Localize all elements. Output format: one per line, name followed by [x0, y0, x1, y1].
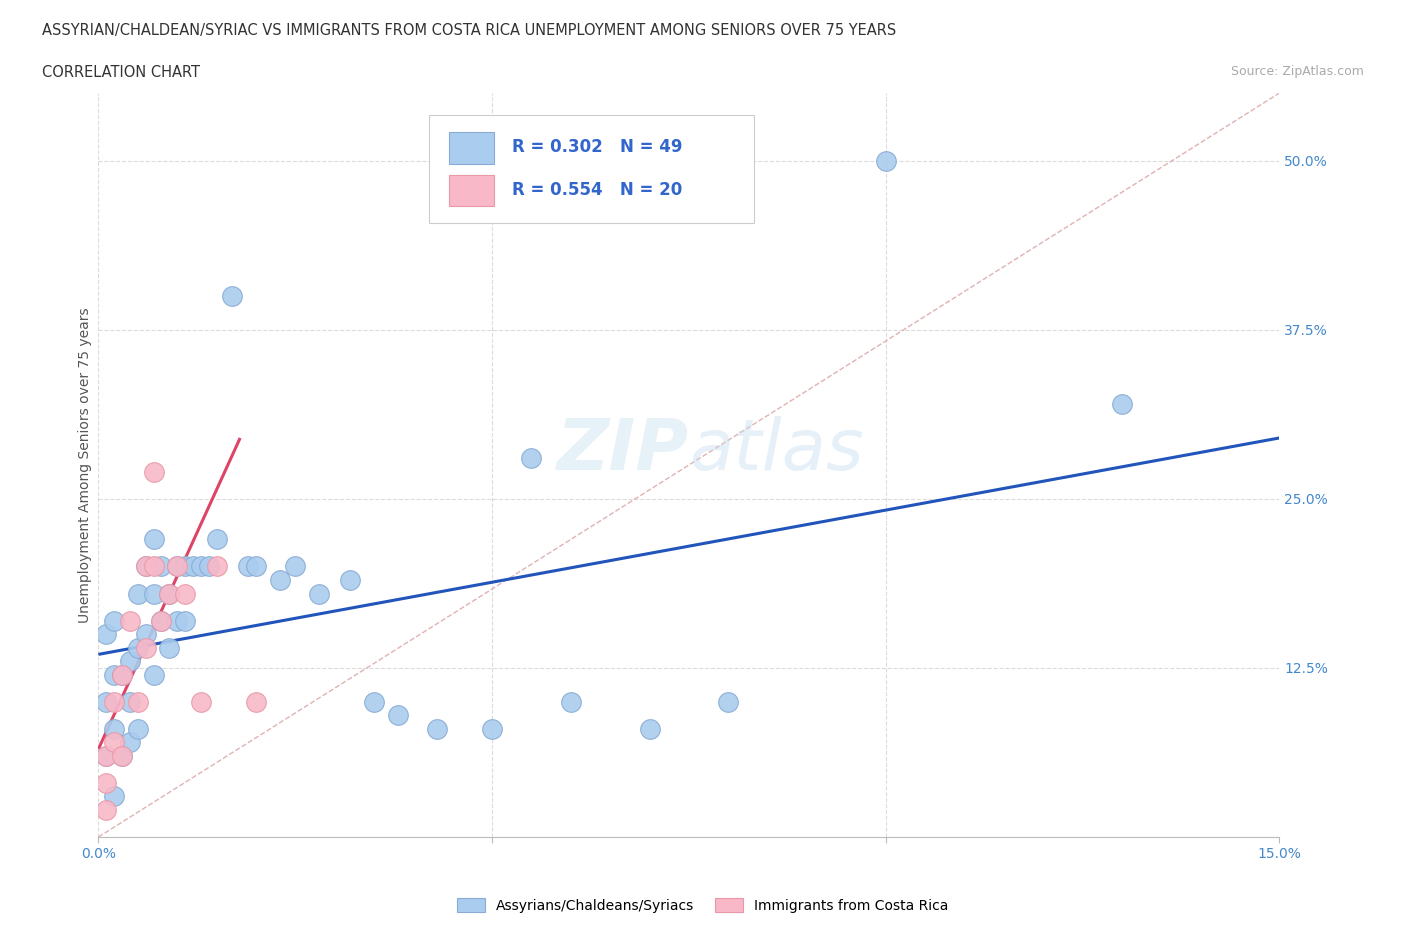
Point [135, 559, 157, 574]
Point [96, 749, 118, 764]
Point [157, 640, 180, 655]
Text: ASSYRIAN/CHALDEAN/SYRIAC VS IMMIGRANTS FROM COSTA RICA UNEMPLOYMENT AMONG SENIOR: ASSYRIAN/CHALDEAN/SYRIAC VS IMMIGRANTS F… [42, 23, 897, 38]
Y-axis label: Unemployment Among Seniors over 75 years: Unemployment Among Seniors over 75 years [77, 307, 91, 623]
Point [150, 613, 173, 628]
Point [118, 695, 141, 710]
FancyBboxPatch shape [429, 115, 754, 223]
Point [875, 153, 897, 168]
Point [1111, 397, 1133, 412]
Point [142, 464, 165, 479]
Point [103, 722, 125, 737]
Point [127, 695, 149, 710]
Point [103, 789, 125, 804]
Point [190, 559, 212, 574]
Point [118, 613, 141, 628]
Legend: Assyrians/Chaldeans/Syriacs, Immigrants from Costa Rica: Assyrians/Chaldeans/Syriacs, Immigrants … [451, 893, 955, 919]
Point [118, 654, 141, 669]
Point [118, 735, 141, 750]
Point [190, 695, 212, 710]
Point [127, 586, 149, 601]
Text: R = 0.302   N = 49: R = 0.302 N = 49 [512, 139, 682, 156]
Point [111, 667, 134, 682]
Point [142, 532, 165, 547]
Point [127, 722, 149, 737]
Point [103, 735, 125, 750]
Point [245, 695, 267, 710]
Point [150, 613, 173, 628]
Point [481, 722, 503, 737]
Point [174, 559, 197, 574]
FancyBboxPatch shape [449, 175, 494, 206]
Point [135, 627, 157, 642]
Point [387, 708, 409, 723]
Point [135, 640, 157, 655]
Point [717, 695, 740, 710]
Point [560, 695, 582, 710]
Point [142, 586, 165, 601]
Point [96, 776, 118, 790]
Point [339, 573, 361, 588]
Point [103, 613, 125, 628]
Point [363, 695, 385, 710]
Text: R = 0.554   N = 20: R = 0.554 N = 20 [512, 180, 682, 199]
Point [197, 559, 219, 574]
Point [166, 559, 188, 574]
Point [520, 451, 543, 466]
Point [308, 586, 330, 601]
Point [111, 749, 134, 764]
Point [96, 749, 118, 764]
FancyBboxPatch shape [449, 132, 494, 164]
Point [166, 613, 188, 628]
Point [142, 667, 165, 682]
Point [221, 288, 243, 303]
Point [269, 573, 291, 588]
Point [181, 559, 204, 574]
Point [638, 722, 661, 737]
Text: ZIP: ZIP [557, 416, 689, 485]
Point [127, 640, 149, 655]
Point [103, 695, 125, 710]
Point [150, 559, 173, 574]
Point [157, 586, 180, 601]
Point [135, 559, 157, 574]
Point [205, 532, 228, 547]
Point [174, 613, 197, 628]
Point [245, 559, 267, 574]
Text: CORRELATION CHART: CORRELATION CHART [42, 65, 200, 80]
Point [142, 559, 165, 574]
Text: Source: ZipAtlas.com: Source: ZipAtlas.com [1230, 65, 1364, 78]
Text: atlas: atlas [689, 416, 863, 485]
Point [96, 627, 118, 642]
Point [157, 586, 180, 601]
Point [426, 722, 449, 737]
Point [174, 586, 197, 601]
Point [111, 667, 134, 682]
Point [96, 803, 118, 817]
Point [236, 559, 259, 574]
Point [205, 559, 228, 574]
Point [96, 695, 118, 710]
Point [166, 559, 188, 574]
Point [103, 667, 125, 682]
Point [111, 749, 134, 764]
Point [284, 559, 307, 574]
